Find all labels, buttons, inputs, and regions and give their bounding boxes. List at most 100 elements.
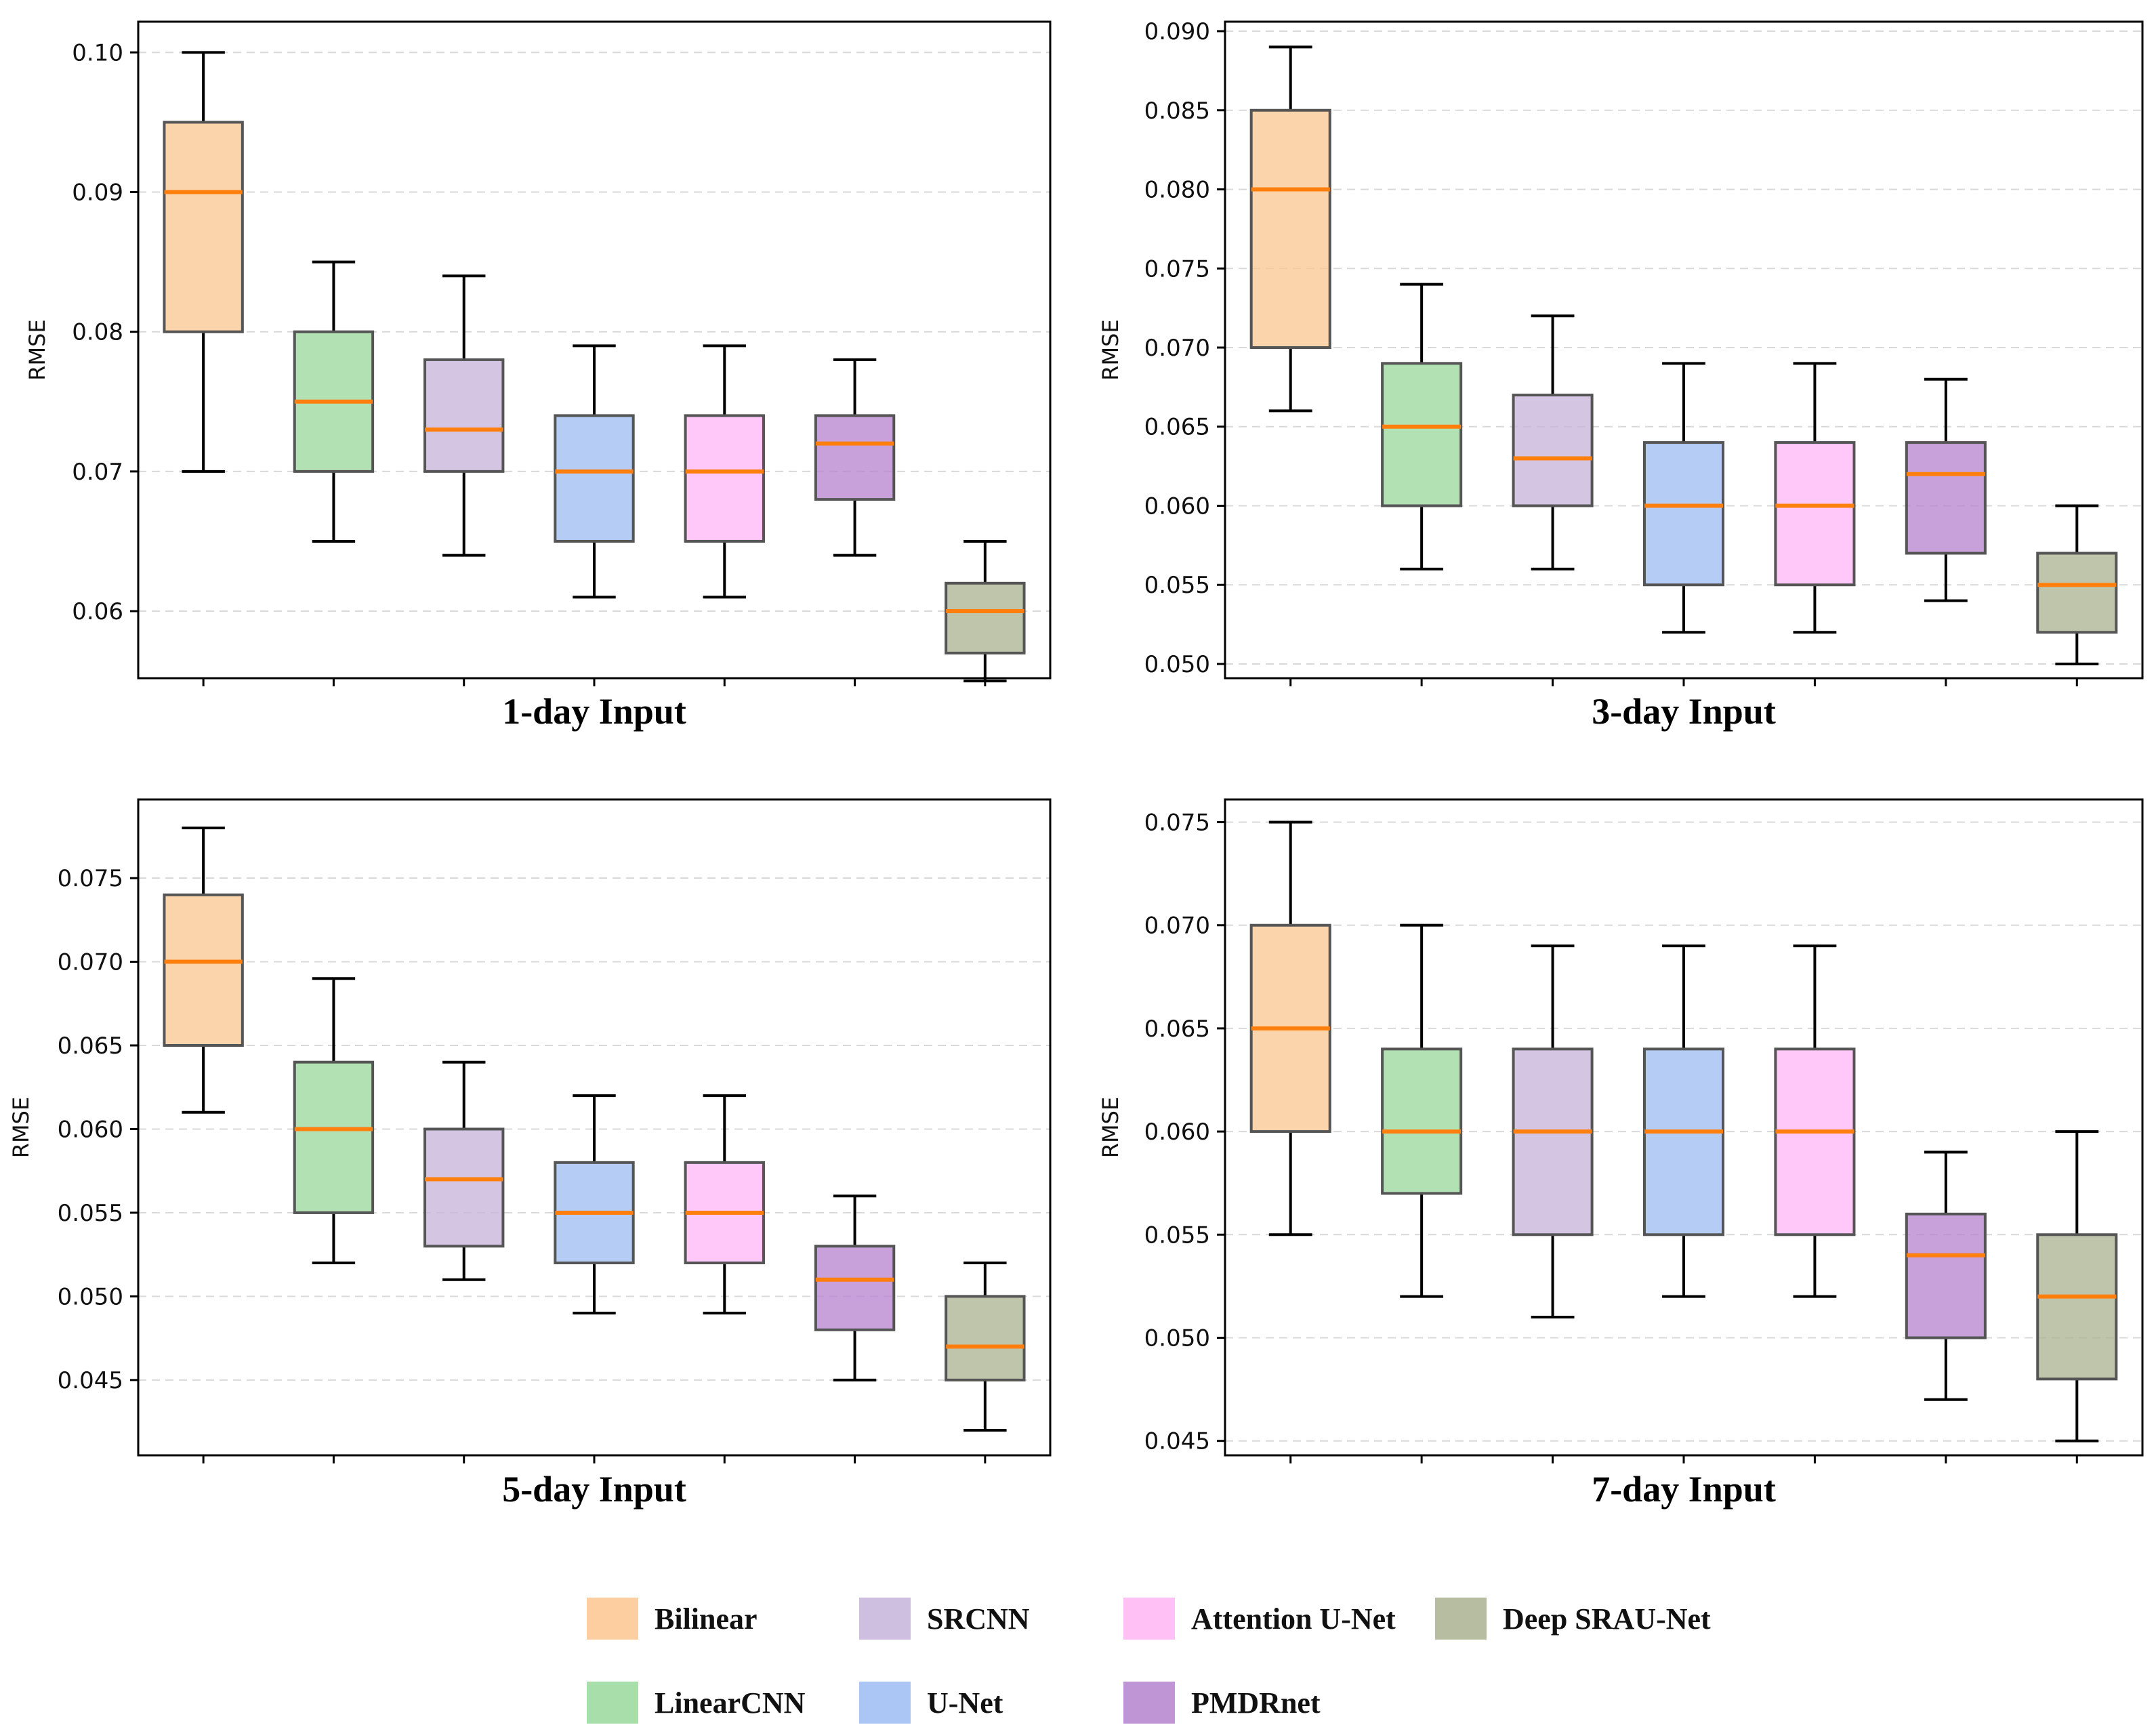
iqr-box <box>814 1245 896 1331</box>
y-tick-label: 0.050 <box>58 1283 123 1310</box>
box-attention-u-net <box>684 344 765 599</box>
box-linearcnn <box>293 260 375 543</box>
iqr-box <box>1642 441 1725 587</box>
legend-swatch <box>1435 1598 1487 1640</box>
legend-label: Attention U-Net <box>1191 1602 1396 1636</box>
y-tick-label: 0.07 <box>72 459 123 486</box>
box-pmdrnet <box>1905 377 1987 602</box>
iqr-box <box>945 1295 1026 1381</box>
y-tick-label: 0.065 <box>58 1033 123 1060</box>
box-srcnn <box>1512 944 1594 1319</box>
legend-swatch <box>587 1682 638 1724</box>
box-u-net <box>1642 362 1725 634</box>
iqr-box <box>1512 394 1594 507</box>
y-tick-label: 0.060 <box>1144 1119 1210 1146</box>
legend-swatch <box>1123 1598 1175 1640</box>
y-tick-label: 0.06 <box>72 598 123 625</box>
y-tick-label: 0.08 <box>72 319 123 346</box>
box-u-net <box>554 344 635 599</box>
legend-label: Deep SRAU-Net <box>1503 1602 1711 1636</box>
axes-frame <box>137 798 1052 1457</box>
box-linearcnn <box>293 977 375 1265</box>
legend-swatch <box>1123 1682 1175 1724</box>
box-attention-u-net <box>684 1094 765 1315</box>
panel-title: 7-day Input <box>1592 1469 1776 1510</box>
box-bilinear <box>163 51 244 473</box>
iqr-box <box>1905 441 1987 555</box>
iqr-box <box>163 893 244 1047</box>
iqr-box <box>684 414 765 543</box>
iqr-box <box>1905 1212 1987 1339</box>
legend-label: LinearCNN <box>655 1686 806 1720</box>
box-attention-u-net <box>1774 944 1856 1298</box>
panel-2: 0.050 0.055 0.060 0.065 0.070 0.075 0.080 0.085… <box>1098 18 2144 732</box>
panel-4: 0.045 0.050 0.055 0.060 0.065 0.070 0.075 RMSE 7… <box>1098 798 2144 1510</box>
y-tick-label: 0.075 <box>1144 255 1210 283</box>
legend-label: Bilinear <box>655 1602 758 1636</box>
y-tick-label: 0.050 <box>1144 651 1210 678</box>
legend-item-u-net: U-Net <box>859 1682 1003 1724</box>
y-axis-label: RMSE <box>1098 1097 1123 1158</box>
axes-frame <box>1224 20 2144 680</box>
y-tick-label: 0.065 <box>1144 1016 1210 1043</box>
panel-3: 0.045 0.050 0.055 0.060 0.065 0.070 0.075 RMSE 5… <box>8 798 1052 1510</box>
legend-item-attention-u-net: Attention U-Net <box>1123 1598 1396 1640</box>
iqr-box <box>423 358 505 473</box>
iqr-box <box>163 121 244 333</box>
box-deep-srau-net <box>945 539 1026 683</box>
box-linearcnn <box>1381 283 1463 570</box>
y-axis-label: RMSE <box>8 1097 34 1158</box>
legend-swatch <box>859 1682 911 1724</box>
y-tick-label: 0.055 <box>1144 1222 1210 1249</box>
legend-label: PMDRnet <box>1191 1686 1321 1720</box>
y-axis-label: RMSE <box>1098 319 1123 380</box>
box-bilinear <box>163 826 244 1114</box>
legend-item-srcnn: SRCNN <box>859 1598 1030 1640</box>
legend-label: U-Net <box>927 1686 1003 1720</box>
y-tick-label: 0.055 <box>1144 572 1210 599</box>
legend-item-pmdrnet: PMDRnet <box>1123 1682 1321 1724</box>
y-tick-label: 0.060 <box>1144 493 1210 520</box>
y-tick-label: 0.050 <box>1144 1325 1210 1352</box>
iqr-box <box>2036 1233 2118 1381</box>
iqr-box <box>1381 362 1463 507</box>
y-tick-label: 0.09 <box>72 180 123 207</box>
panels-layer: 0.06 0.07 0.08 0.09 0.10 RMSE 1-day Input 0.050… <box>8 18 2144 1510</box>
panel-title: 3-day Input <box>1592 691 1776 732</box>
y-tick-label: 0.060 <box>58 1116 123 1143</box>
y-tick-label: 0.085 <box>1144 98 1210 125</box>
iqr-box <box>1774 1047 1856 1236</box>
iqr-box <box>554 414 635 543</box>
panel-title: 5-day Input <box>502 1469 686 1510</box>
iqr-box <box>293 1060 375 1214</box>
y-axis-label: RMSE <box>24 319 50 380</box>
iqr-box <box>2036 552 2118 634</box>
box-linearcnn <box>1381 923 1463 1298</box>
legend-swatch <box>587 1598 638 1640</box>
box-deep-srau-net <box>2036 504 2118 665</box>
box-attention-u-net <box>1774 362 1856 634</box>
box-bilinear <box>1249 45 1331 413</box>
panel-title: 1-day Input <box>502 691 686 732</box>
y-tick-label: 0.070 <box>1144 335 1210 362</box>
y-tick-label: 0.075 <box>1144 809 1210 836</box>
legend-label: SRCNN <box>927 1602 1030 1636</box>
box-deep-srau-net <box>945 1262 1026 1432</box>
y-tick-label: 0.045 <box>1144 1428 1210 1455</box>
legend-item-deep-srau-net: Deep SRAU-Net <box>1435 1598 1711 1640</box>
box-srcnn <box>423 274 505 557</box>
box-deep-srau-net <box>2036 1130 2118 1442</box>
box-pmdrnet <box>814 1194 896 1381</box>
y-tick-label: 0.070 <box>1144 913 1210 940</box>
iqr-box <box>423 1127 505 1248</box>
y-tick-label: 0.080 <box>1144 177 1210 204</box>
box-pmdrnet <box>1905 1150 1987 1401</box>
legend-swatch <box>859 1598 911 1640</box>
legend: Bilinear SRCNN Attention U-Net Deep SRAU-Ne… <box>587 1598 1711 1724</box>
iqr-box <box>945 581 1026 654</box>
axes-frame <box>137 20 1052 680</box>
legend-item-linearcnn: LinearCNN <box>587 1682 806 1724</box>
iqr-box <box>1512 1047 1594 1236</box>
y-tick-label: 0.070 <box>58 949 123 976</box>
